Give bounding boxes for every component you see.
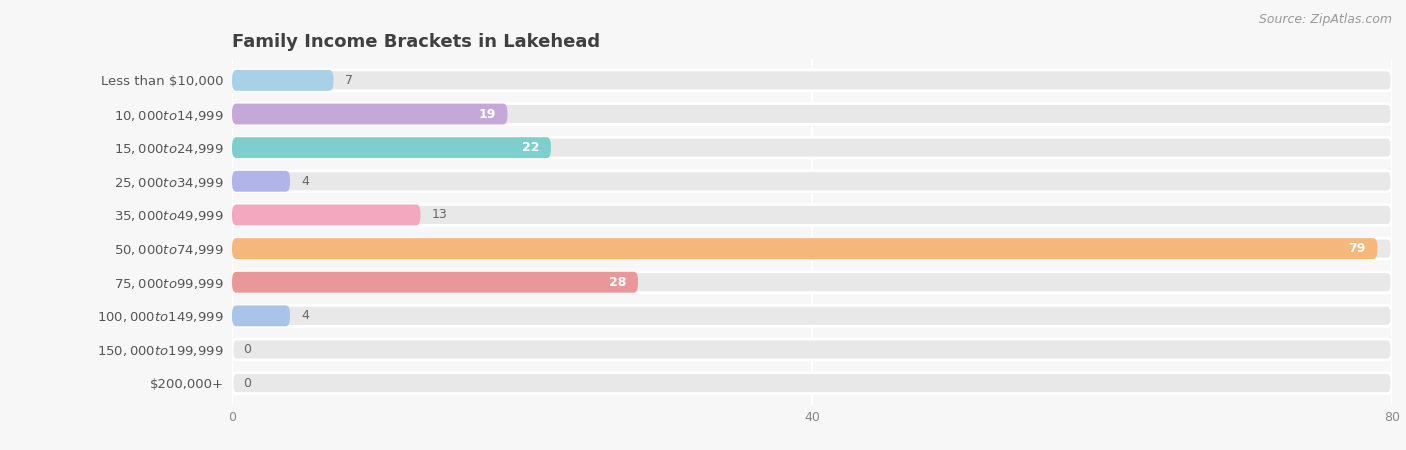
Text: Source: ZipAtlas.com: Source: ZipAtlas.com bbox=[1258, 14, 1392, 27]
FancyBboxPatch shape bbox=[232, 104, 1392, 125]
FancyBboxPatch shape bbox=[232, 373, 1392, 394]
Text: 79: 79 bbox=[1348, 242, 1365, 255]
FancyBboxPatch shape bbox=[232, 339, 1392, 360]
Text: 19: 19 bbox=[478, 108, 496, 121]
FancyBboxPatch shape bbox=[232, 104, 508, 125]
Text: 4: 4 bbox=[301, 309, 309, 322]
FancyBboxPatch shape bbox=[232, 306, 290, 326]
FancyBboxPatch shape bbox=[232, 171, 290, 192]
Text: 28: 28 bbox=[609, 276, 627, 289]
FancyBboxPatch shape bbox=[232, 306, 1392, 326]
FancyBboxPatch shape bbox=[232, 137, 1392, 158]
Text: 0: 0 bbox=[243, 343, 252, 356]
Text: 7: 7 bbox=[344, 74, 353, 87]
Text: 22: 22 bbox=[522, 141, 540, 154]
Text: Family Income Brackets in Lakehead: Family Income Brackets in Lakehead bbox=[232, 33, 600, 51]
FancyBboxPatch shape bbox=[232, 204, 1392, 225]
FancyBboxPatch shape bbox=[232, 70, 333, 91]
FancyBboxPatch shape bbox=[232, 70, 1392, 91]
FancyBboxPatch shape bbox=[232, 204, 420, 225]
FancyBboxPatch shape bbox=[232, 238, 1378, 259]
Text: 4: 4 bbox=[301, 175, 309, 188]
FancyBboxPatch shape bbox=[232, 137, 551, 158]
FancyBboxPatch shape bbox=[232, 238, 1392, 259]
FancyBboxPatch shape bbox=[232, 272, 1392, 292]
Text: 0: 0 bbox=[243, 377, 252, 390]
FancyBboxPatch shape bbox=[232, 272, 638, 292]
FancyBboxPatch shape bbox=[232, 171, 1392, 192]
Text: 13: 13 bbox=[432, 208, 449, 221]
